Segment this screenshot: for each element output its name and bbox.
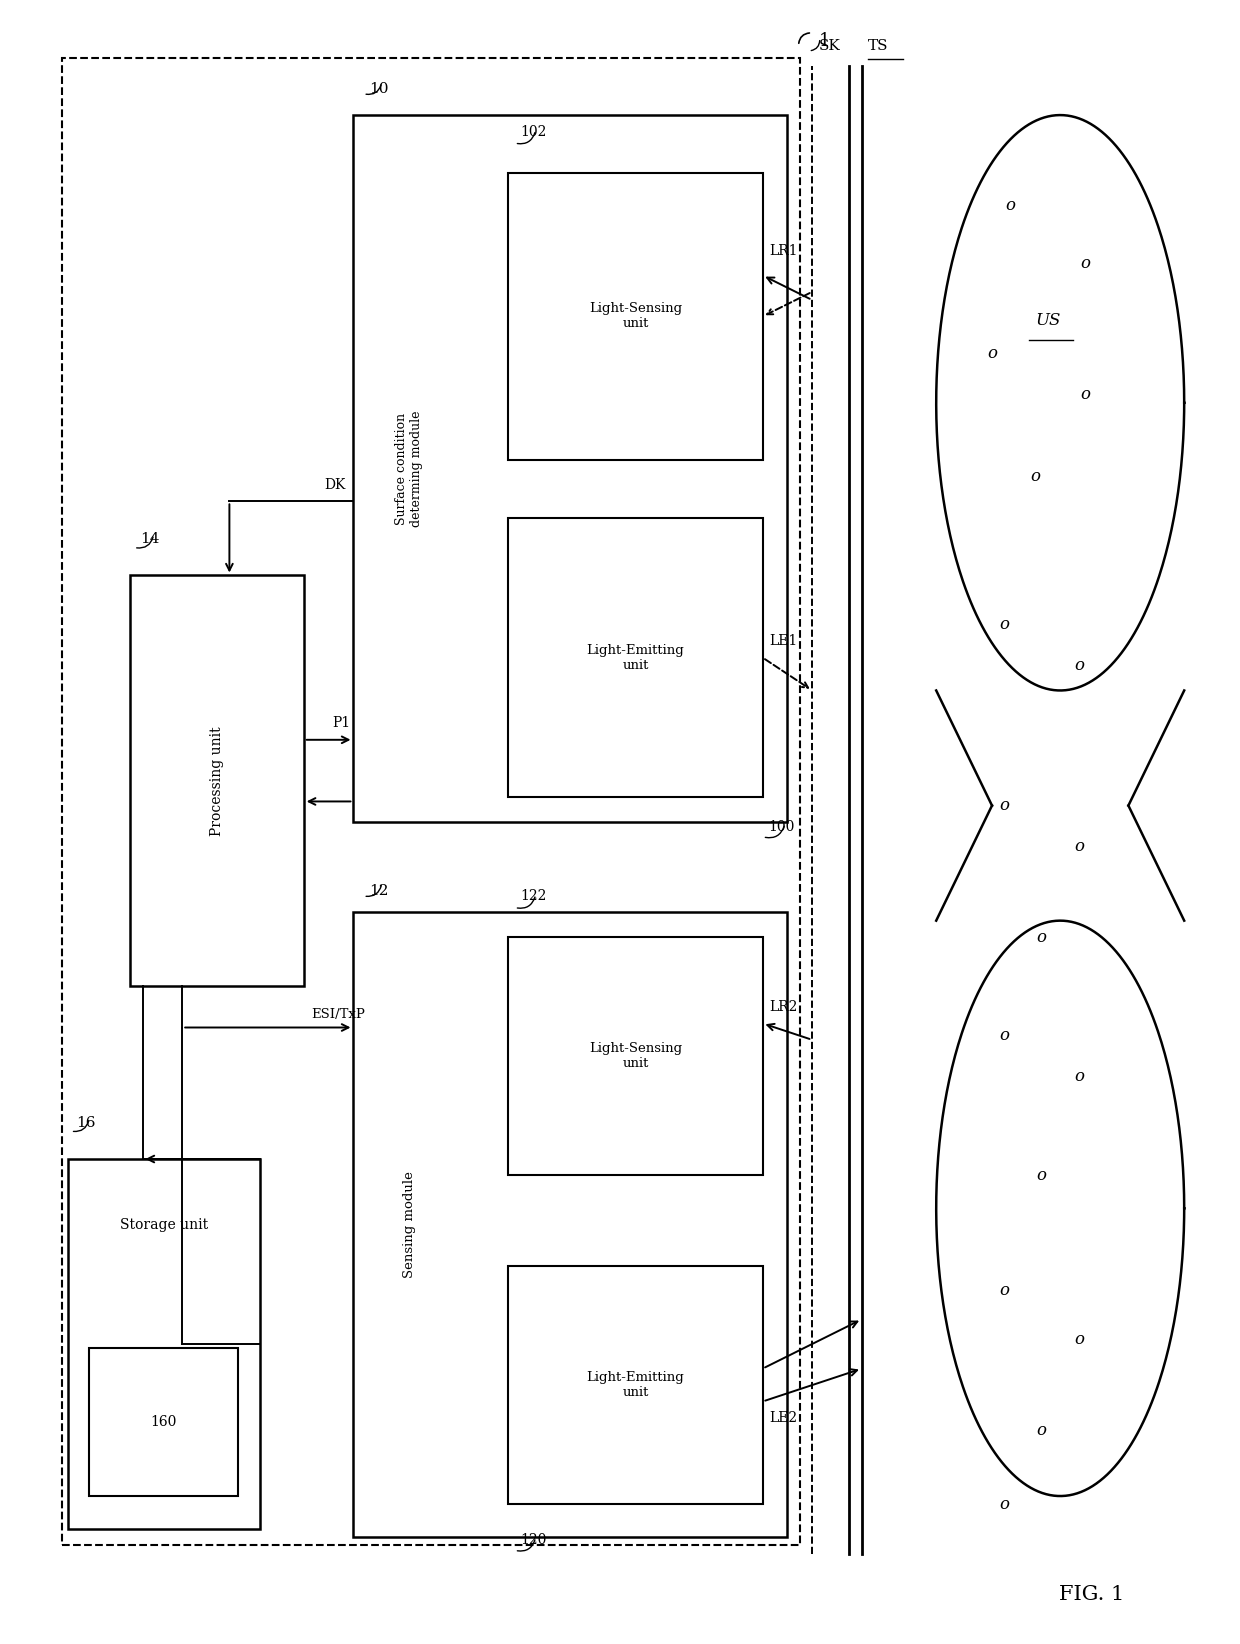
Text: 160: 160 xyxy=(150,1415,177,1429)
Bar xyxy=(353,115,787,822)
Text: Light-Emitting
unit: Light-Emitting unit xyxy=(587,643,684,672)
Text: 120: 120 xyxy=(521,1534,547,1547)
Text: o: o xyxy=(999,616,1009,633)
Text: 102: 102 xyxy=(521,125,547,138)
Text: o: o xyxy=(1037,1422,1047,1438)
Text: LR1: LR1 xyxy=(769,243,797,258)
Bar xyxy=(68,1159,260,1529)
Text: Storage unit: Storage unit xyxy=(120,1218,208,1231)
Text: LR2: LR2 xyxy=(769,1000,797,1014)
Text: P1: P1 xyxy=(332,717,350,730)
Text: Sensing module: Sensing module xyxy=(403,1171,415,1279)
Text: 12: 12 xyxy=(370,884,389,898)
Text: LE1: LE1 xyxy=(769,635,797,648)
Text: o: o xyxy=(1074,658,1084,674)
Bar xyxy=(130,575,304,986)
Text: o: o xyxy=(1037,1167,1047,1184)
Text: 1: 1 xyxy=(818,33,831,49)
Bar xyxy=(508,173,763,460)
Text: 10: 10 xyxy=(370,82,389,95)
Bar xyxy=(89,1348,238,1496)
Text: o: o xyxy=(1006,197,1016,214)
Text: o: o xyxy=(987,345,997,362)
Bar xyxy=(62,58,800,1545)
Bar xyxy=(508,937,763,1175)
Text: o: o xyxy=(999,797,1009,814)
Text: 100: 100 xyxy=(769,820,795,834)
Text: o: o xyxy=(1074,1332,1084,1348)
Text: o: o xyxy=(1074,1069,1084,1085)
Bar xyxy=(508,518,763,797)
Text: DK: DK xyxy=(324,478,346,492)
Text: o: o xyxy=(999,1028,1009,1044)
Text: o: o xyxy=(1080,255,1090,271)
Text: US: US xyxy=(1035,312,1060,329)
Text: LE2: LE2 xyxy=(769,1411,797,1425)
Text: 14: 14 xyxy=(140,533,160,546)
Text: o: o xyxy=(999,1282,1009,1299)
Text: Light-Sensing
unit: Light-Sensing unit xyxy=(589,1042,682,1070)
Text: o: o xyxy=(1074,838,1084,855)
Text: Light-Sensing
unit: Light-Sensing unit xyxy=(589,302,682,330)
Bar xyxy=(508,1266,763,1504)
Text: Processing unit: Processing unit xyxy=(210,727,224,835)
Text: Surface condition
determing module: Surface condition determing module xyxy=(396,411,423,526)
Text: FIG. 1: FIG. 1 xyxy=(1059,1585,1123,1605)
Text: o: o xyxy=(999,1496,1009,1512)
Text: SK: SK xyxy=(818,39,841,53)
Text: ESI/TxP: ESI/TxP xyxy=(311,1008,366,1021)
Text: Light-Emitting
unit: Light-Emitting unit xyxy=(587,1371,684,1399)
Text: o: o xyxy=(1030,469,1040,485)
Text: o: o xyxy=(1080,386,1090,403)
Text: TS: TS xyxy=(868,39,889,53)
Text: 122: 122 xyxy=(521,889,547,903)
Bar xyxy=(353,912,787,1537)
Text: o: o xyxy=(1037,929,1047,945)
Text: 16: 16 xyxy=(76,1116,95,1129)
